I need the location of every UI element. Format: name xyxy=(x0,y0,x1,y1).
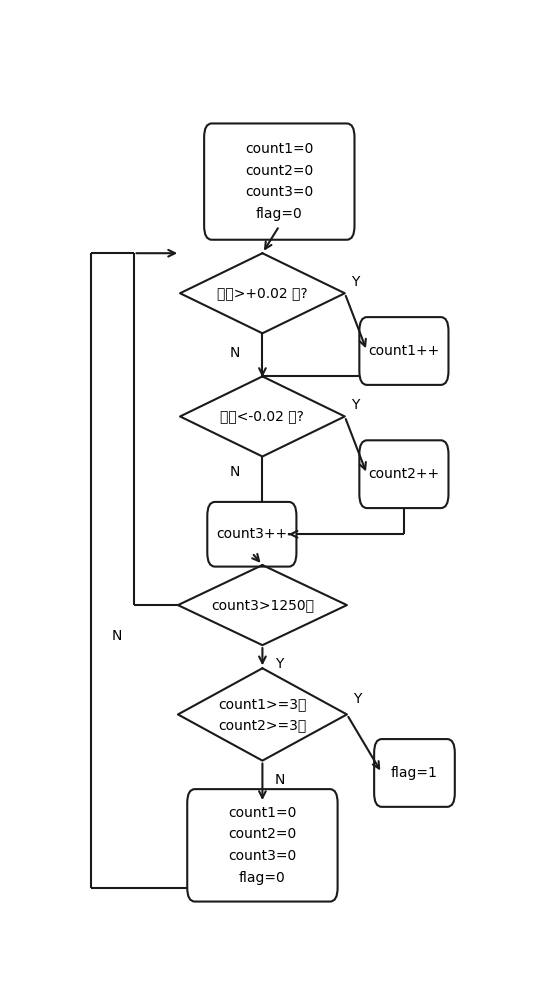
Text: count3>1250？: count3>1250？ xyxy=(211,598,314,612)
Text: count1>=3？
count2>=3？: count1>=3？ count2>=3？ xyxy=(218,697,307,732)
Text: Y: Y xyxy=(351,398,360,412)
Text: count1=0
count2=0
count3=0
flag=0: count1=0 count2=0 count3=0 flag=0 xyxy=(245,142,313,221)
Text: N: N xyxy=(230,465,240,479)
FancyBboxPatch shape xyxy=(374,739,455,807)
Text: N: N xyxy=(274,773,284,787)
FancyBboxPatch shape xyxy=(359,440,449,508)
Text: Y: Y xyxy=(351,275,360,289)
Text: count3++: count3++ xyxy=(216,527,287,541)
FancyBboxPatch shape xyxy=(204,123,354,240)
FancyBboxPatch shape xyxy=(207,502,296,567)
Text: Y: Y xyxy=(353,692,362,706)
FancyBboxPatch shape xyxy=(187,789,337,902)
Text: count1=0
count2=0
count3=0
flag=0: count1=0 count2=0 count3=0 flag=0 xyxy=(228,806,296,885)
Text: count1++: count1++ xyxy=(368,344,439,358)
Text: 误差>+0.02 度?: 误差>+0.02 度? xyxy=(217,286,308,300)
Text: flag=1: flag=1 xyxy=(391,766,438,780)
Text: Y: Y xyxy=(275,657,283,671)
Text: count2++: count2++ xyxy=(368,467,439,481)
FancyBboxPatch shape xyxy=(359,317,449,385)
Text: N: N xyxy=(230,346,240,360)
Text: 误差<-0.02 度?: 误差<-0.02 度? xyxy=(221,409,304,423)
Text: N: N xyxy=(112,629,122,643)
